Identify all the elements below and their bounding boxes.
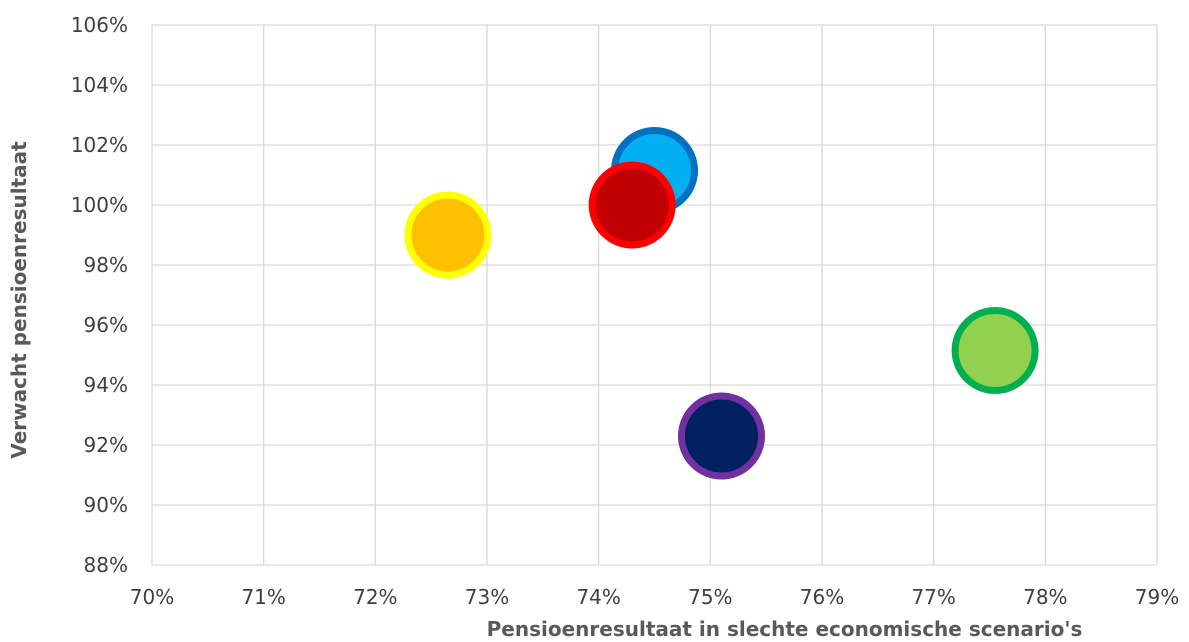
y-tick-label: 102% bbox=[71, 133, 128, 157]
x-tick-label: 79% bbox=[1135, 585, 1179, 609]
bubble-point bbox=[588, 161, 676, 249]
x-tick-label: 71% bbox=[241, 585, 285, 609]
bubble-point bbox=[404, 191, 492, 279]
x-tick-label: 72% bbox=[353, 585, 397, 609]
gridlines bbox=[151, 24, 1158, 566]
y-axis-title: Verwacht pensioenresultaat bbox=[7, 141, 31, 459]
y-tick-label: 88% bbox=[84, 553, 128, 577]
x-tick-label: 78% bbox=[1023, 585, 1067, 609]
bubble-point bbox=[951, 307, 1039, 394]
y-tick-label: 92% bbox=[84, 433, 128, 457]
y-axis-tick-labels: 88% 90% 92% 94% 96% 98% 100% 102% 104% 106% bbox=[71, 13, 128, 577]
x-tick-label: 73% bbox=[465, 585, 509, 609]
x-tick-label: 76% bbox=[800, 585, 844, 609]
y-tick-label: 98% bbox=[84, 253, 128, 277]
x-tick-label: 75% bbox=[688, 585, 732, 609]
bubble-point bbox=[678, 392, 765, 480]
y-tick-label: 104% bbox=[71, 73, 128, 97]
y-tick-label: 94% bbox=[84, 373, 128, 397]
y-tick-label: 96% bbox=[84, 313, 128, 337]
x-axis-title: Pensioenresultaat in slechte economische… bbox=[487, 617, 1083, 641]
y-tick-label: 100% bbox=[71, 193, 128, 217]
bubbles bbox=[404, 127, 1039, 480]
x-tick-label: 77% bbox=[911, 585, 955, 609]
y-tick-label: 106% bbox=[71, 13, 128, 37]
x-tick-label: 74% bbox=[576, 585, 620, 609]
x-axis-tick-labels: 70% 71% 72% 73% 74% 75% 76% 77% 78% 79% bbox=[130, 585, 1179, 609]
x-tick-label: 70% bbox=[130, 585, 174, 609]
y-tick-label: 90% bbox=[84, 493, 128, 517]
